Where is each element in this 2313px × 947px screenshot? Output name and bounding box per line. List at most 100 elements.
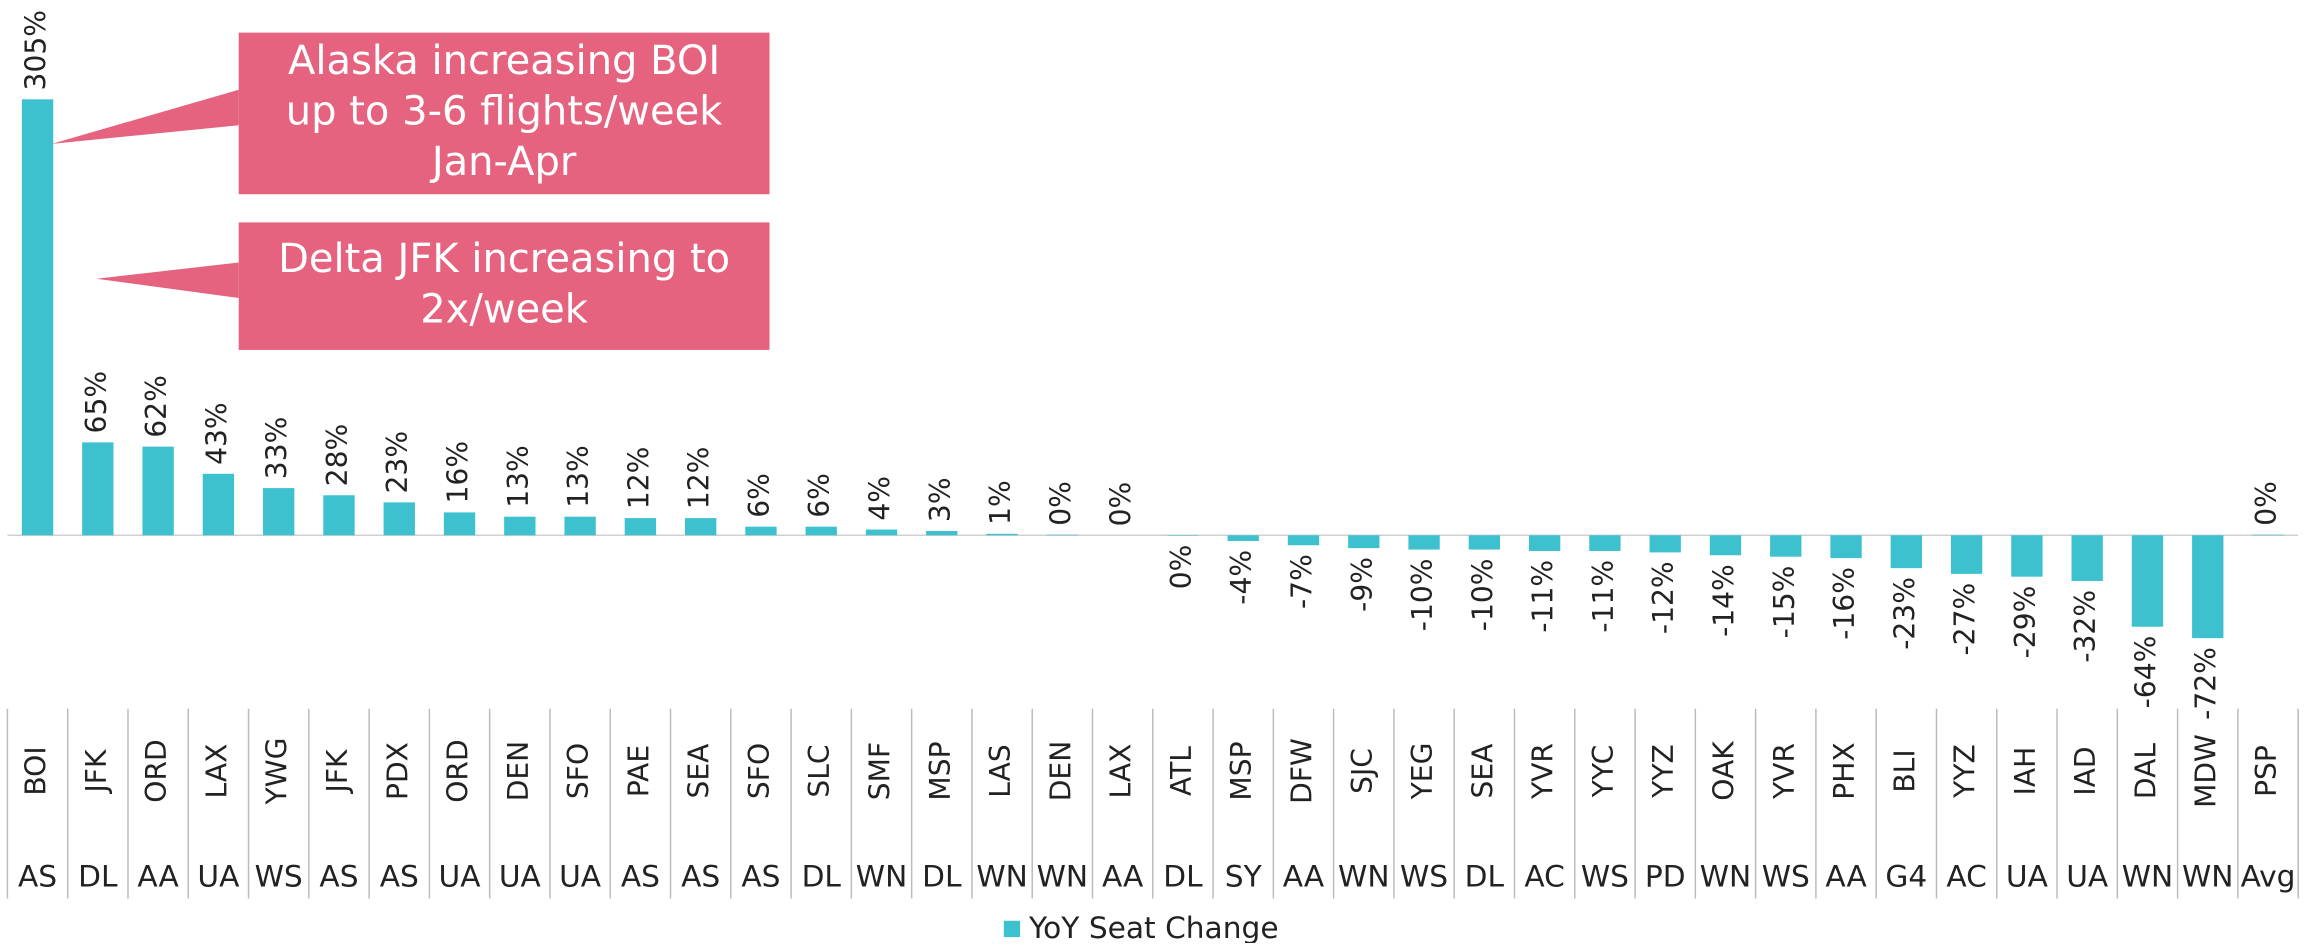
category-label: PSP — [2250, 745, 2283, 797]
value-label: 4% — [864, 476, 897, 521]
group-label: AA — [137, 858, 179, 893]
category-label: DAL — [2129, 743, 2162, 799]
bar — [2132, 535, 2163, 626]
category-label: LAS — [984, 744, 1017, 797]
group-label: WN — [856, 858, 907, 893]
bar — [1469, 535, 1500, 549]
value-label: 3% — [924, 477, 957, 522]
category-label: YYZ — [1647, 744, 1680, 799]
value-label: 6% — [803, 473, 836, 518]
group-label: AS — [741, 858, 780, 893]
group-label: AS — [621, 858, 660, 893]
category-label: DEN — [502, 741, 535, 802]
value-label: 12% — [622, 447, 655, 510]
category-label: ORD — [442, 739, 475, 802]
value-label: -16% — [1828, 567, 1861, 640]
category-label: DFW — [1286, 738, 1319, 804]
value-label: -29% — [2009, 586, 2042, 659]
category-label: IAD — [2069, 746, 2102, 795]
bar — [22, 99, 53, 535]
bar — [384, 502, 415, 535]
bar — [1589, 535, 1620, 551]
bar — [1529, 535, 1560, 551]
group-label: AS — [319, 858, 358, 893]
group-label: DL — [1465, 858, 1505, 893]
category-label: SEA — [683, 743, 716, 799]
value-label: 33% — [261, 417, 294, 480]
value-label: 0% — [1105, 482, 1138, 527]
group-label: UA — [439, 858, 482, 893]
value-label: -7% — [1286, 554, 1319, 609]
group-label: SY — [1225, 858, 1263, 893]
value-label: 28% — [321, 424, 354, 487]
group-label: WN — [2122, 858, 2173, 893]
value-label: 0% — [2250, 481, 2283, 526]
value-label: -9% — [1346, 557, 1379, 612]
value-label: -11% — [1587, 560, 1620, 633]
group-label: AA — [1825, 858, 1867, 893]
bar — [926, 531, 957, 535]
value-label: 0% — [1165, 545, 1198, 590]
value-label: -32% — [2069, 590, 2102, 663]
group-label: AS — [681, 858, 720, 893]
bar — [1650, 535, 1681, 552]
annotation-pointer — [96, 262, 238, 298]
bar — [323, 495, 354, 535]
legend-swatch — [1004, 921, 1020, 937]
category-label: SJC — [1346, 748, 1379, 794]
group-label: WS — [1400, 858, 1448, 893]
bar — [2072, 535, 2103, 581]
bar — [564, 517, 595, 536]
group-label: Avg — [2241, 858, 2296, 893]
value-label: -12% — [1647, 561, 1680, 634]
group-label: DL — [802, 858, 842, 893]
group-label: WN — [1338, 858, 1389, 893]
legend-label: YoY Seat Change — [1028, 910, 1279, 943]
annotation-text: 2x/week — [420, 286, 589, 332]
category-label: PHX — [1828, 742, 1861, 799]
bar — [986, 534, 1017, 535]
value-label: -64% — [2129, 636, 2162, 709]
group-label: UA — [2066, 858, 2109, 893]
category-label: IAH — [2009, 747, 2042, 796]
group-label: WN — [1700, 858, 1751, 893]
bar — [625, 518, 656, 535]
category-label: LAX — [1105, 744, 1138, 799]
value-label: 16% — [442, 441, 475, 504]
bar — [685, 518, 716, 535]
value-label: -4% — [1225, 550, 1258, 605]
bar — [203, 474, 234, 535]
value-label: 43% — [200, 402, 233, 465]
group-label: WN — [1037, 858, 1088, 893]
bar — [2011, 535, 2042, 576]
bar — [263, 488, 294, 535]
value-label: 62% — [140, 375, 173, 438]
bar — [444, 512, 475, 535]
value-label: -10% — [1466, 558, 1499, 631]
group-label: DL — [78, 858, 118, 893]
category-label: YYZ — [1949, 744, 1982, 799]
category-label: JFK — [80, 748, 113, 794]
group-label: AA — [1283, 858, 1325, 893]
category-label: DEN — [1044, 741, 1077, 802]
bar — [1228, 535, 1259, 541]
group-label: WN — [976, 858, 1027, 893]
group-label: WS — [255, 858, 303, 893]
category-label: OAK — [1707, 740, 1740, 801]
annotation-text: Alaska increasing BOI — [288, 38, 720, 84]
value-label: 13% — [502, 445, 535, 508]
bar — [1770, 535, 1801, 556]
bar — [1830, 535, 1861, 558]
group-label: UA — [197, 858, 240, 893]
category-label: BLI — [1888, 749, 1921, 792]
value-label: -14% — [1707, 564, 1740, 637]
category-label: ORD — [140, 739, 173, 802]
bar — [745, 527, 776, 536]
bar — [1348, 535, 1379, 548]
annotation-text: Delta JFK increasing to — [278, 236, 730, 282]
value-label: -27% — [1949, 583, 1982, 656]
category-label: YYC — [1587, 745, 1620, 799]
category-label: YVR — [1527, 743, 1560, 800]
category-label: SEA — [1466, 743, 1499, 799]
group-label: AS — [380, 858, 419, 893]
